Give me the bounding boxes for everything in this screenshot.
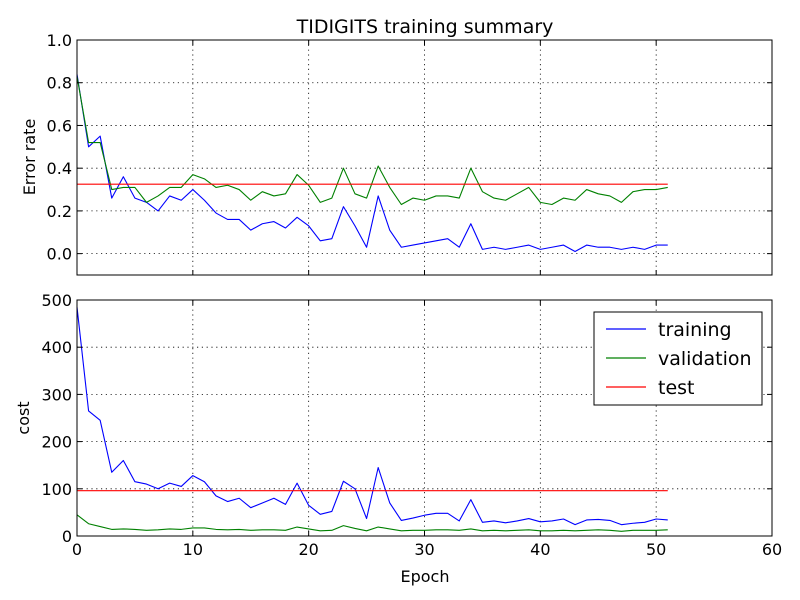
bottom-x-tick-label: 60 [762, 540, 782, 559]
bottom-x-tick-label: 20 [298, 540, 318, 559]
top-series-training-line [76, 74, 668, 253]
top-y-tick-label: 0.8 [47, 74, 72, 93]
x-axis-label: Epoch [401, 567, 450, 586]
bottom-x-tick-label: 50 [646, 540, 666, 559]
legend-label-test: test [658, 377, 695, 399]
legend-label-validation: validation [658, 348, 752, 370]
bottom-y-tick-label: 0 [62, 527, 72, 546]
legend: training validation test [593, 311, 763, 406]
bottom-x-tick-label: 40 [530, 540, 550, 559]
bottom-x-tick-label: 10 [183, 540, 203, 559]
top-y-tick-label: 0.0 [47, 245, 72, 264]
bottom-y-tick-label: 100 [41, 480, 72, 499]
cost-plot: 0 10 20 30 40 50 60 0 100 200 300 400 500 [41, 291, 782, 559]
bottom-y-tick-label: 300 [41, 385, 72, 404]
bottom-y-tick-label: 400 [41, 338, 72, 357]
bottom-series-validation-line [76, 514, 668, 532]
top-y-axis-label: Error rate [20, 119, 39, 196]
chart-title: TIDIGITS training summary [296, 16, 554, 38]
legend-label-training: training [658, 319, 732, 341]
top-y-tick-label: 0.2 [47, 202, 72, 221]
bottom-y-axis-label: cost [14, 401, 33, 434]
bottom-x-tick-label: 0 [72, 540, 82, 559]
error-rate-plot: 0.0 0.2 0.4 0.6 0.8 1.0 [47, 31, 773, 276]
bottom-y-tick-label: 200 [41, 433, 72, 452]
top-series-validation-line [76, 76, 668, 206]
top-y-tick-label: 0.6 [47, 116, 72, 135]
top-y-tick-label: 0.4 [47, 159, 72, 178]
bottom-series-training-line [76, 307, 668, 526]
bottom-y-tick-label: 500 [41, 291, 72, 310]
bottom-x-tick-label: 30 [414, 540, 434, 559]
top-y-tick-label: 1.0 [47, 31, 72, 50]
